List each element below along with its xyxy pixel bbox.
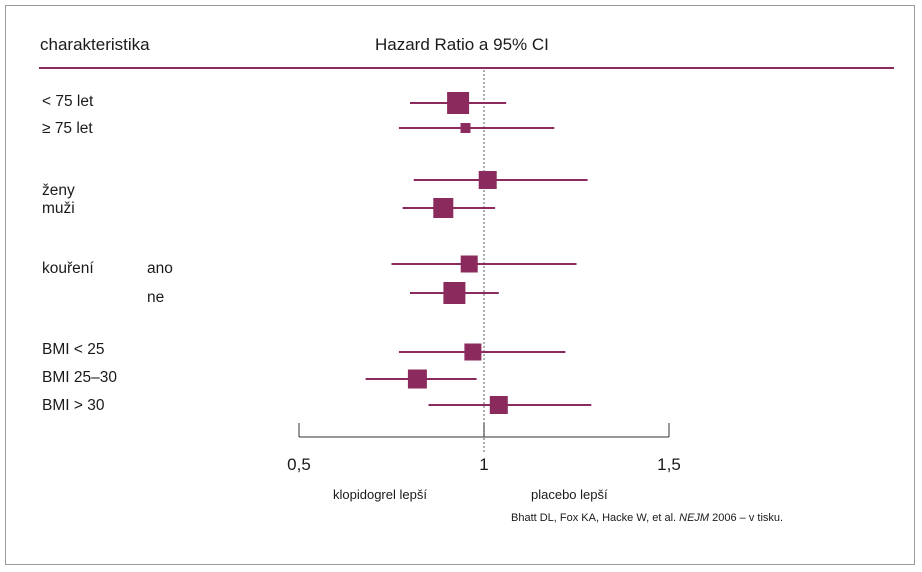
hr-marker-0 xyxy=(447,92,470,114)
row-label-bmi-25-30: BMI 25–30 xyxy=(42,369,117,386)
hr-marker-7 xyxy=(407,369,427,389)
hr-marker-5 xyxy=(443,282,466,304)
row-label-men: muži xyxy=(42,200,75,217)
row-label-bmi-over-30: BMI > 30 xyxy=(42,397,105,414)
right-favors-label: placebo lepší xyxy=(531,487,608,502)
row-label-women: ženy xyxy=(42,182,75,199)
hr-marker-6 xyxy=(464,343,482,361)
row-label-smoking-yes: ano xyxy=(147,260,173,277)
hr-marker-1 xyxy=(460,123,471,133)
hr-marker-4 xyxy=(460,255,478,273)
hr-marker-8 xyxy=(489,396,508,414)
source-journal: NEJM xyxy=(679,512,710,524)
hr-marker-2 xyxy=(478,171,497,189)
source-authors: Bhatt DL, Fox KA, Hacke W, et al. xyxy=(511,512,677,524)
row-label-age-under-75: < 75 let xyxy=(42,93,94,110)
x-tick-label-1: 1 xyxy=(479,455,488,474)
hr-marker-3 xyxy=(433,198,454,218)
source-rest: 2006 – v tisku. xyxy=(712,512,784,524)
column-header: charakteristika xyxy=(40,35,150,54)
left-favors-label: klopidogrel lepší xyxy=(333,487,427,502)
x-tick-label-0: 0,5 xyxy=(287,455,311,474)
row-label-bmi-under-25: BMI < 25 xyxy=(42,341,105,358)
row-label-age-75-plus: ≥ 75 let xyxy=(42,120,93,137)
header-rule xyxy=(39,67,894,69)
row-label-smoking-no: ne xyxy=(147,289,165,306)
x-tick-label-2: 1,5 xyxy=(657,455,681,474)
source-citation: Bhatt DL, Fox KA, Hacke W, et al. NEJM 2… xyxy=(511,512,783,524)
chart-title: Hazard Ratio a 95% CI xyxy=(375,35,549,54)
row-group-smoking: kouření xyxy=(42,260,94,277)
